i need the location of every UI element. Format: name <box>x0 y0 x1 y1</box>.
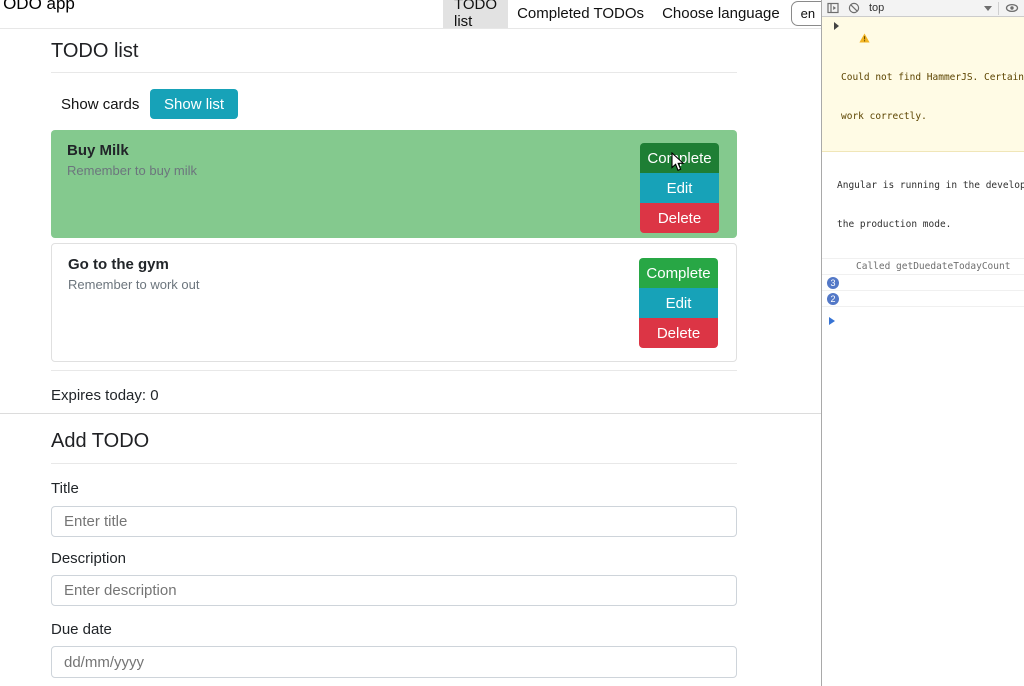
show-list-button[interactable]: Show list <box>150 89 239 119</box>
todo-app-window: TODO app TODO list Completed TODOs Choos… <box>0 0 821 678</box>
todo-item-card: Go to the gym Remember to work out Compl… <box>51 243 737 362</box>
warning-text-line: Could not find HammerJS. Certain <box>841 72 1024 83</box>
todo-list-heading: TODO list <box>51 40 139 62</box>
nav-item-todo-list[interactable]: TODO list <box>443 0 509 28</box>
due-date-label: Due date <box>51 621 112 638</box>
divider <box>51 72 737 73</box>
due-date-input[interactable] <box>51 646 737 678</box>
console-log-message: Called getDuedateTodayCount <box>822 259 1024 275</box>
warning-triangle-icon <box>825 20 870 60</box>
live-expression-eye-icon[interactable] <box>1005 2 1019 14</box>
delete-button[interactable]: Delete <box>640 203 719 233</box>
frame-context-selector[interactable]: top <box>869 2 885 14</box>
app-brand[interactable]: TODO app <box>0 0 75 13</box>
console-log-message: 3 Called getDuedateTodayCount <box>822 275 1024 291</box>
todo-actions: Complete Edit Delete <box>639 258 718 348</box>
todo-description: Remember to work out <box>68 277 200 292</box>
log-text-line: the production mode. <box>837 219 952 230</box>
warning-text-line: work correctly. <box>841 111 927 122</box>
log-text-line: Angular is running in the developm <box>837 180 1024 191</box>
todo-title: Buy Milk <box>67 142 129 159</box>
console-warning-message: Could not find HammerJS. Certain work co… <box>822 17 1024 152</box>
expires-today-counter: Expires today: 0 <box>51 387 159 404</box>
chevron-down-icon[interactable] <box>984 5 992 11</box>
todo-actions: Complete Edit Delete <box>640 143 719 233</box>
devtools-console-panel: top Could not find HammerJS. Certain wor… <box>821 0 1024 686</box>
title-label: Title <box>51 480 79 497</box>
navbar-links: TODO list Completed TODOs Choose languag… <box>443 0 821 28</box>
clear-console-icon[interactable] <box>848 2 860 14</box>
edit-button[interactable]: Edit <box>640 173 719 203</box>
toolbar-separator <box>998 1 999 15</box>
repeat-count-badge: 3 <box>827 277 839 289</box>
description-label: Description <box>51 550 127 567</box>
language-select[interactable]: en <box>790 0 821 26</box>
complete-button[interactable]: Complete <box>639 258 718 288</box>
delete-button[interactable]: Delete <box>639 318 718 348</box>
description-input[interactable] <box>51 575 737 606</box>
todo-item-card: Buy Milk Remember to buy milk Complete E… <box>51 130 737 238</box>
divider <box>51 370 737 371</box>
complete-button[interactable]: Complete <box>640 143 719 173</box>
prompt-chevron-icon <box>829 317 835 325</box>
show-cards-button[interactable]: Show cards <box>53 90 147 119</box>
choose-language-label: Choose language <box>662 4 780 22</box>
console-sidebar-icon[interactable] <box>827 2 839 14</box>
devtools-toolbar: top <box>822 0 1024 17</box>
section-divider <box>0 413 821 414</box>
nav-item-completed-todos[interactable]: Completed TODOs <box>517 4 645 22</box>
title-input[interactable] <box>51 506 737 537</box>
add-todo-heading: Add TODO <box>51 430 150 452</box>
repeat-count-badge: 2 <box>827 293 839 305</box>
console-input-prompt[interactable] <box>822 307 1024 330</box>
divider <box>51 463 737 464</box>
edit-button[interactable]: Edit <box>639 288 718 318</box>
todo-description: Remember to buy milk <box>67 163 198 178</box>
navbar: TODO app TODO list Completed TODOs Choos… <box>0 0 821 29</box>
console-log-message: 2 Called getDuedateTodayCount <box>822 291 1024 307</box>
todo-title: Go to the gym <box>68 256 169 273</box>
console-log-message: Angular is running in the developm the p… <box>822 152 1024 259</box>
language-select-value: en <box>800 5 816 21</box>
expand-arrow-icon[interactable] <box>834 22 839 30</box>
